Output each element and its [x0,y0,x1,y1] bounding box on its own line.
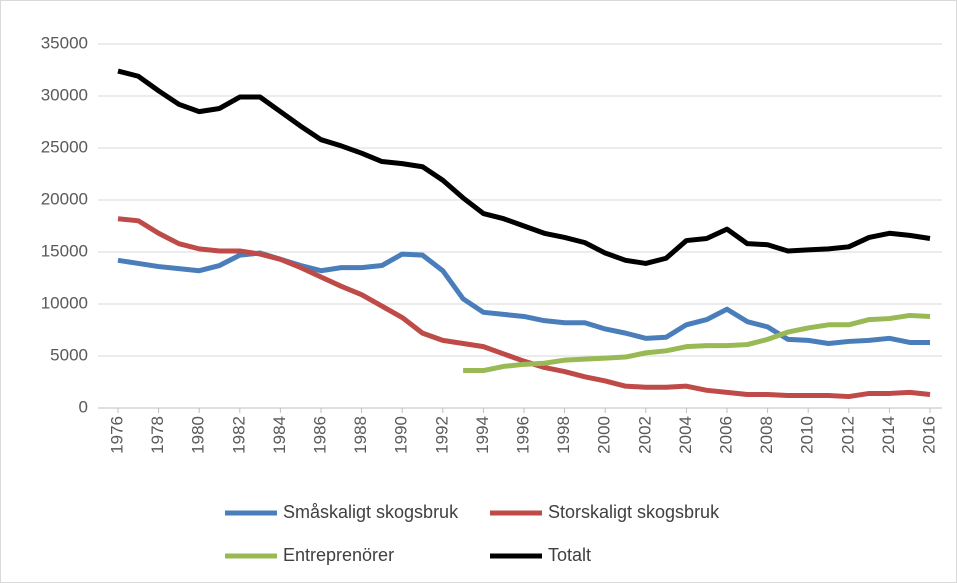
x-tick-label: 1994 [473,416,492,454]
x-tick-label: 2008 [757,416,776,454]
series-line [117,68,931,266]
x-tick-label: 1978 [148,416,167,454]
legend-label: Småskaligt skogsbruk [283,502,459,522]
y-tick-label: 25000 [41,137,88,156]
y-tick-label: 5000 [50,345,88,364]
x-tick-label: 2006 [716,416,735,454]
y-tick-label: 0 [79,397,88,416]
x-tick-label: 1996 [513,416,532,454]
x-tick-label: 2016 [919,416,938,454]
x-tick-label: 1992 [432,416,451,454]
legend-label: Entreprenörer [283,545,394,565]
y-tick-label: 35000 [41,33,88,52]
x-tick-label: 2004 [676,416,695,454]
x-tick-label: 2014 [879,416,898,454]
x-tick-label: 1986 [310,416,329,454]
legend-label: Storskaligt skogsbruk [548,502,720,522]
y-tick-label: 20000 [41,189,88,208]
series-line [463,312,931,374]
series-line [117,216,931,400]
x-tick-label: 1982 [229,416,248,454]
y-tick-label: 10000 [41,293,88,312]
x-tick-label: 2010 [798,416,817,454]
x-tick-label: 1988 [351,416,370,454]
x-tick-label: 1980 [189,416,208,454]
legend-label: Totalt [548,545,591,565]
x-tick-label: 1990 [392,416,411,454]
y-tick-label: 15000 [41,241,88,260]
x-tick-label: 2000 [595,416,614,454]
x-tick-label: 2012 [838,416,857,454]
x-tick-label: 1984 [270,416,289,454]
y-tick-label: 30000 [41,85,88,104]
x-tick-label: 1976 [107,416,126,454]
x-tick-label: 2002 [635,416,654,454]
x-tick-label: 1998 [554,416,573,454]
